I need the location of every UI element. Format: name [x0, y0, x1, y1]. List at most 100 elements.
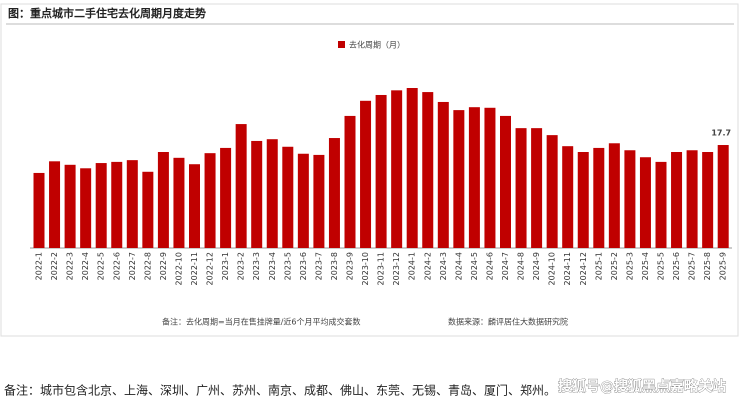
bar	[639, 157, 651, 248]
bar	[328, 138, 340, 248]
note: 备注：去化周期=当月在售挂牌量/近6个月平均成交套数	[162, 317, 361, 327]
bar	[655, 161, 667, 248]
x-tick-label: 2024-9	[532, 252, 541, 280]
bar	[406, 88, 418, 248]
x-tick-label: 2022-8	[143, 252, 152, 280]
x-tick-label: 2024-3	[439, 252, 448, 280]
x-tick-label: 2023-2	[237, 252, 246, 280]
bar	[173, 157, 185, 248]
x-tick-label: 2025-9	[719, 252, 728, 280]
x-tick-label: 2023-4	[268, 252, 277, 280]
data-label: 17.7	[711, 129, 731, 138]
x-tick-label: 2024-2	[423, 252, 432, 280]
x-tick-label: 2022-1	[35, 252, 44, 280]
bar	[251, 140, 263, 248]
x-tick-label: 2025-4	[641, 252, 650, 280]
watermark: 搜狐号@搜狐黑点嘉略关站	[558, 378, 726, 395]
bar	[64, 164, 76, 248]
bar	[624, 150, 636, 248]
bar	[608, 143, 620, 248]
x-tick-label: 2023-8	[330, 252, 339, 280]
bar	[562, 146, 574, 248]
x-tick-label: 2023-12	[392, 252, 401, 285]
bar	[717, 145, 729, 248]
x-tick-label: 2022-10	[174, 252, 183, 285]
x-tick-label: 2025-1	[594, 252, 603, 280]
x-tick-label: 2023-10	[361, 252, 370, 285]
legend-swatch	[338, 41, 345, 48]
bar	[235, 124, 247, 248]
bar	[686, 150, 698, 248]
footnote: 备注：城市包含北京、上海、深圳、广州、苏州、南京、成都、佛山、东莞、无锡、青岛、…	[4, 383, 556, 398]
chart-frame	[0, 3, 739, 337]
bar	[453, 110, 465, 248]
bar	[49, 161, 61, 248]
x-tick-label: 2024-1	[408, 252, 417, 280]
x-tick-label: 2022-4	[81, 252, 90, 280]
bar	[515, 128, 527, 248]
bar	[484, 107, 496, 248]
x-tick-label: 2024-6	[485, 252, 494, 280]
x-tick-label: 2023-6	[299, 252, 308, 280]
bar	[297, 153, 309, 248]
x-tick-label: 2024-11	[563, 252, 572, 285]
x-tick-label: 2024-7	[501, 252, 510, 280]
chart-title: 图：重点城市二手住宅去化周期月度走势	[8, 6, 206, 20]
bar	[33, 172, 45, 248]
x-tick-label: 2022-12	[206, 252, 215, 285]
bar	[360, 100, 372, 248]
bar	[189, 164, 200, 248]
bar	[282, 146, 294, 248]
legend-label: 去化周期（月）	[349, 40, 405, 50]
bar	[422, 92, 434, 248]
x-tick-label: 2022-11	[190, 252, 199, 285]
x-tick-label: 2025-7	[688, 252, 697, 280]
bar	[204, 153, 216, 248]
x-tick-label: 2022-9	[159, 252, 168, 280]
x-tick-label: 2025-2	[610, 252, 619, 280]
bar	[593, 147, 605, 248]
x-tick-label: 2024-12	[579, 252, 588, 285]
bar	[437, 101, 449, 248]
source: 数据来源：麟评居住大数据研究院	[448, 317, 568, 327]
bar	[220, 147, 232, 248]
bar	[313, 154, 325, 248]
x-tick-label: 2025-8	[703, 252, 712, 280]
bar	[375, 94, 387, 249]
bar	[531, 128, 543, 248]
x-tick-label: 2022-3	[66, 252, 75, 280]
x-tick-label: 2022-6	[112, 252, 121, 280]
bar	[391, 90, 403, 248]
bar	[80, 168, 92, 248]
x-tick-label: 2022-7	[128, 252, 137, 280]
x-tick-label: 2024-4	[454, 252, 463, 280]
bar	[344, 115, 356, 248]
bar	[266, 139, 278, 248]
bar	[142, 171, 154, 248]
bar	[468, 107, 480, 248]
x-tick-label: 2023-1	[221, 252, 230, 280]
bar	[126, 160, 138, 248]
bar	[702, 152, 714, 248]
x-tick-label: 2024-10	[548, 252, 557, 285]
x-tick-label: 2025-6	[672, 252, 681, 280]
x-tick-label: 2024-5	[470, 252, 479, 280]
x-tick-label: 2024-8	[517, 252, 526, 280]
bar	[577, 152, 589, 248]
bar	[95, 163, 107, 248]
bar	[671, 152, 683, 248]
x-tick-label: 2023-7	[314, 252, 323, 280]
x-tick-label: 2023-5	[283, 252, 292, 280]
x-tick-label: 2022-2	[50, 252, 59, 280]
x-tick-label: 2023-9	[346, 252, 355, 280]
x-tick-label: 2023-11	[377, 252, 386, 285]
x-tick-label: 2022-5	[97, 252, 106, 280]
x-tick-label: 2025-3	[625, 252, 634, 280]
bar	[157, 152, 169, 248]
bar	[546, 135, 558, 248]
x-tick-label: 2025-5	[657, 252, 666, 280]
bar	[111, 161, 123, 248]
x-tick-label: 2023-3	[252, 252, 261, 280]
